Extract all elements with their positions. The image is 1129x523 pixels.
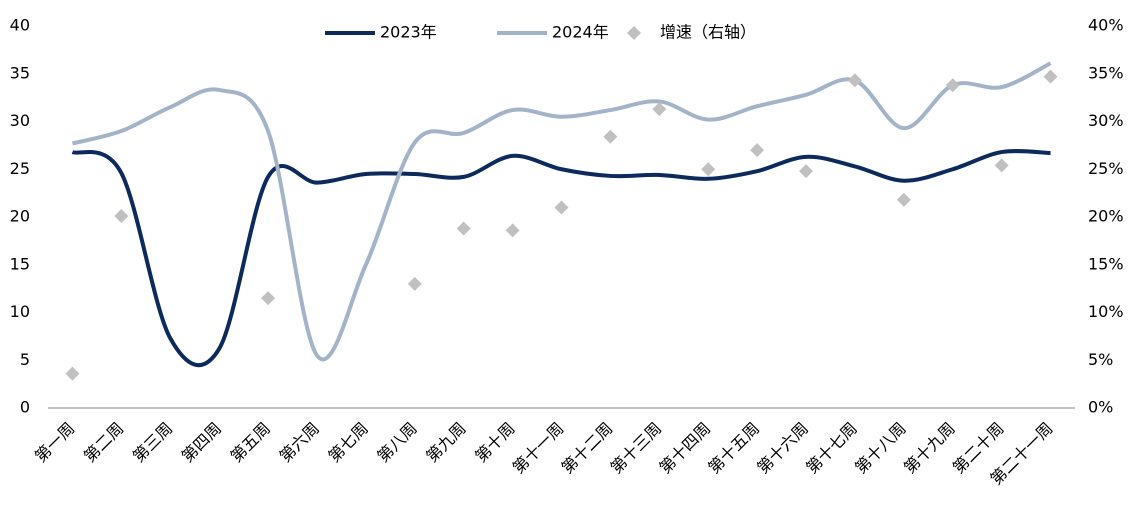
- y2-tick-label: 40%: [1088, 16, 1124, 35]
- scatter-point: [114, 209, 129, 224]
- y2-tick-label: 5%: [1088, 350, 1113, 369]
- scatter-point: [896, 192, 911, 207]
- legend-marker: [627, 26, 641, 40]
- scatter-point: [603, 129, 618, 144]
- x-tick-label: 第八周: [373, 419, 420, 466]
- y2-tick-label: 15%: [1088, 254, 1124, 273]
- y-tick-label: 25: [10, 159, 30, 178]
- line: [71, 149, 1051, 368]
- legend-label: 2024年: [552, 23, 609, 42]
- scatter-point: [554, 200, 569, 215]
- x-tick-label: 第九周: [422, 419, 469, 466]
- x-tick-label: 第十九周: [900, 419, 959, 478]
- y-tick-label: 15: [10, 254, 30, 273]
- x-tick-label: 第五周: [227, 419, 274, 466]
- x-tick-label: 第十六周: [753, 419, 812, 478]
- y-tick-label: 20: [10, 207, 30, 226]
- y2-tick-label: 10%: [1088, 302, 1124, 321]
- y-tick-label: 30: [10, 111, 30, 130]
- legend-label: 2023年: [380, 23, 437, 42]
- scatter-point: [65, 366, 80, 381]
- x-tick-label: 第七周: [325, 419, 372, 466]
- scatter-point: [994, 158, 1009, 173]
- scatter-point: [407, 276, 422, 291]
- y2-tick-label: 35%: [1088, 63, 1124, 82]
- scatter-point: [456, 221, 471, 236]
- scatter-point: [799, 164, 814, 179]
- scatter-point: [1043, 69, 1058, 84]
- y-tick-label: 0: [20, 398, 30, 417]
- x-tick-label: 第二周: [80, 419, 127, 466]
- legend-label: 增速（右轴）: [660, 23, 756, 42]
- scatter-point: [750, 143, 765, 158]
- y-tick-label: 5: [20, 350, 30, 369]
- x-tick-label: 第十七周: [802, 419, 861, 478]
- y2-tick-label: 20%: [1088, 207, 1124, 226]
- scatter-point: [847, 73, 862, 88]
- x-tick-label: 第一周: [31, 419, 78, 466]
- y-tick-label: 40: [10, 16, 30, 35]
- y-tick-label: 10: [10, 302, 30, 321]
- x-tick-label: 第四周: [178, 419, 225, 466]
- x-tick-label: 第三周: [129, 419, 176, 466]
- x-tick-label: 第十四周: [656, 419, 715, 478]
- scatter-point: [945, 78, 960, 93]
- scatter-point: [652, 102, 667, 117]
- y2-tick-label: 25%: [1088, 159, 1124, 178]
- x-tick-label: 第六周: [276, 419, 323, 466]
- y2-tick-label: 30%: [1088, 111, 1124, 130]
- x-tick-label: 第十五周: [704, 419, 763, 478]
- line: [71, 61, 1052, 362]
- x-tick-label: 第十三周: [607, 419, 666, 478]
- x-tick-label: 第十周: [471, 419, 518, 466]
- x-tick-label: 第十一周: [509, 419, 568, 478]
- x-tick-label: 第十二周: [558, 419, 617, 478]
- y2-tick-label: 0%: [1088, 398, 1113, 417]
- y-tick-label: 35: [10, 63, 30, 82]
- scatter-point: [701, 162, 716, 177]
- x-tick-label: 第十八周: [851, 419, 910, 478]
- scatter-point: [261, 291, 276, 306]
- scatter-point: [505, 223, 520, 238]
